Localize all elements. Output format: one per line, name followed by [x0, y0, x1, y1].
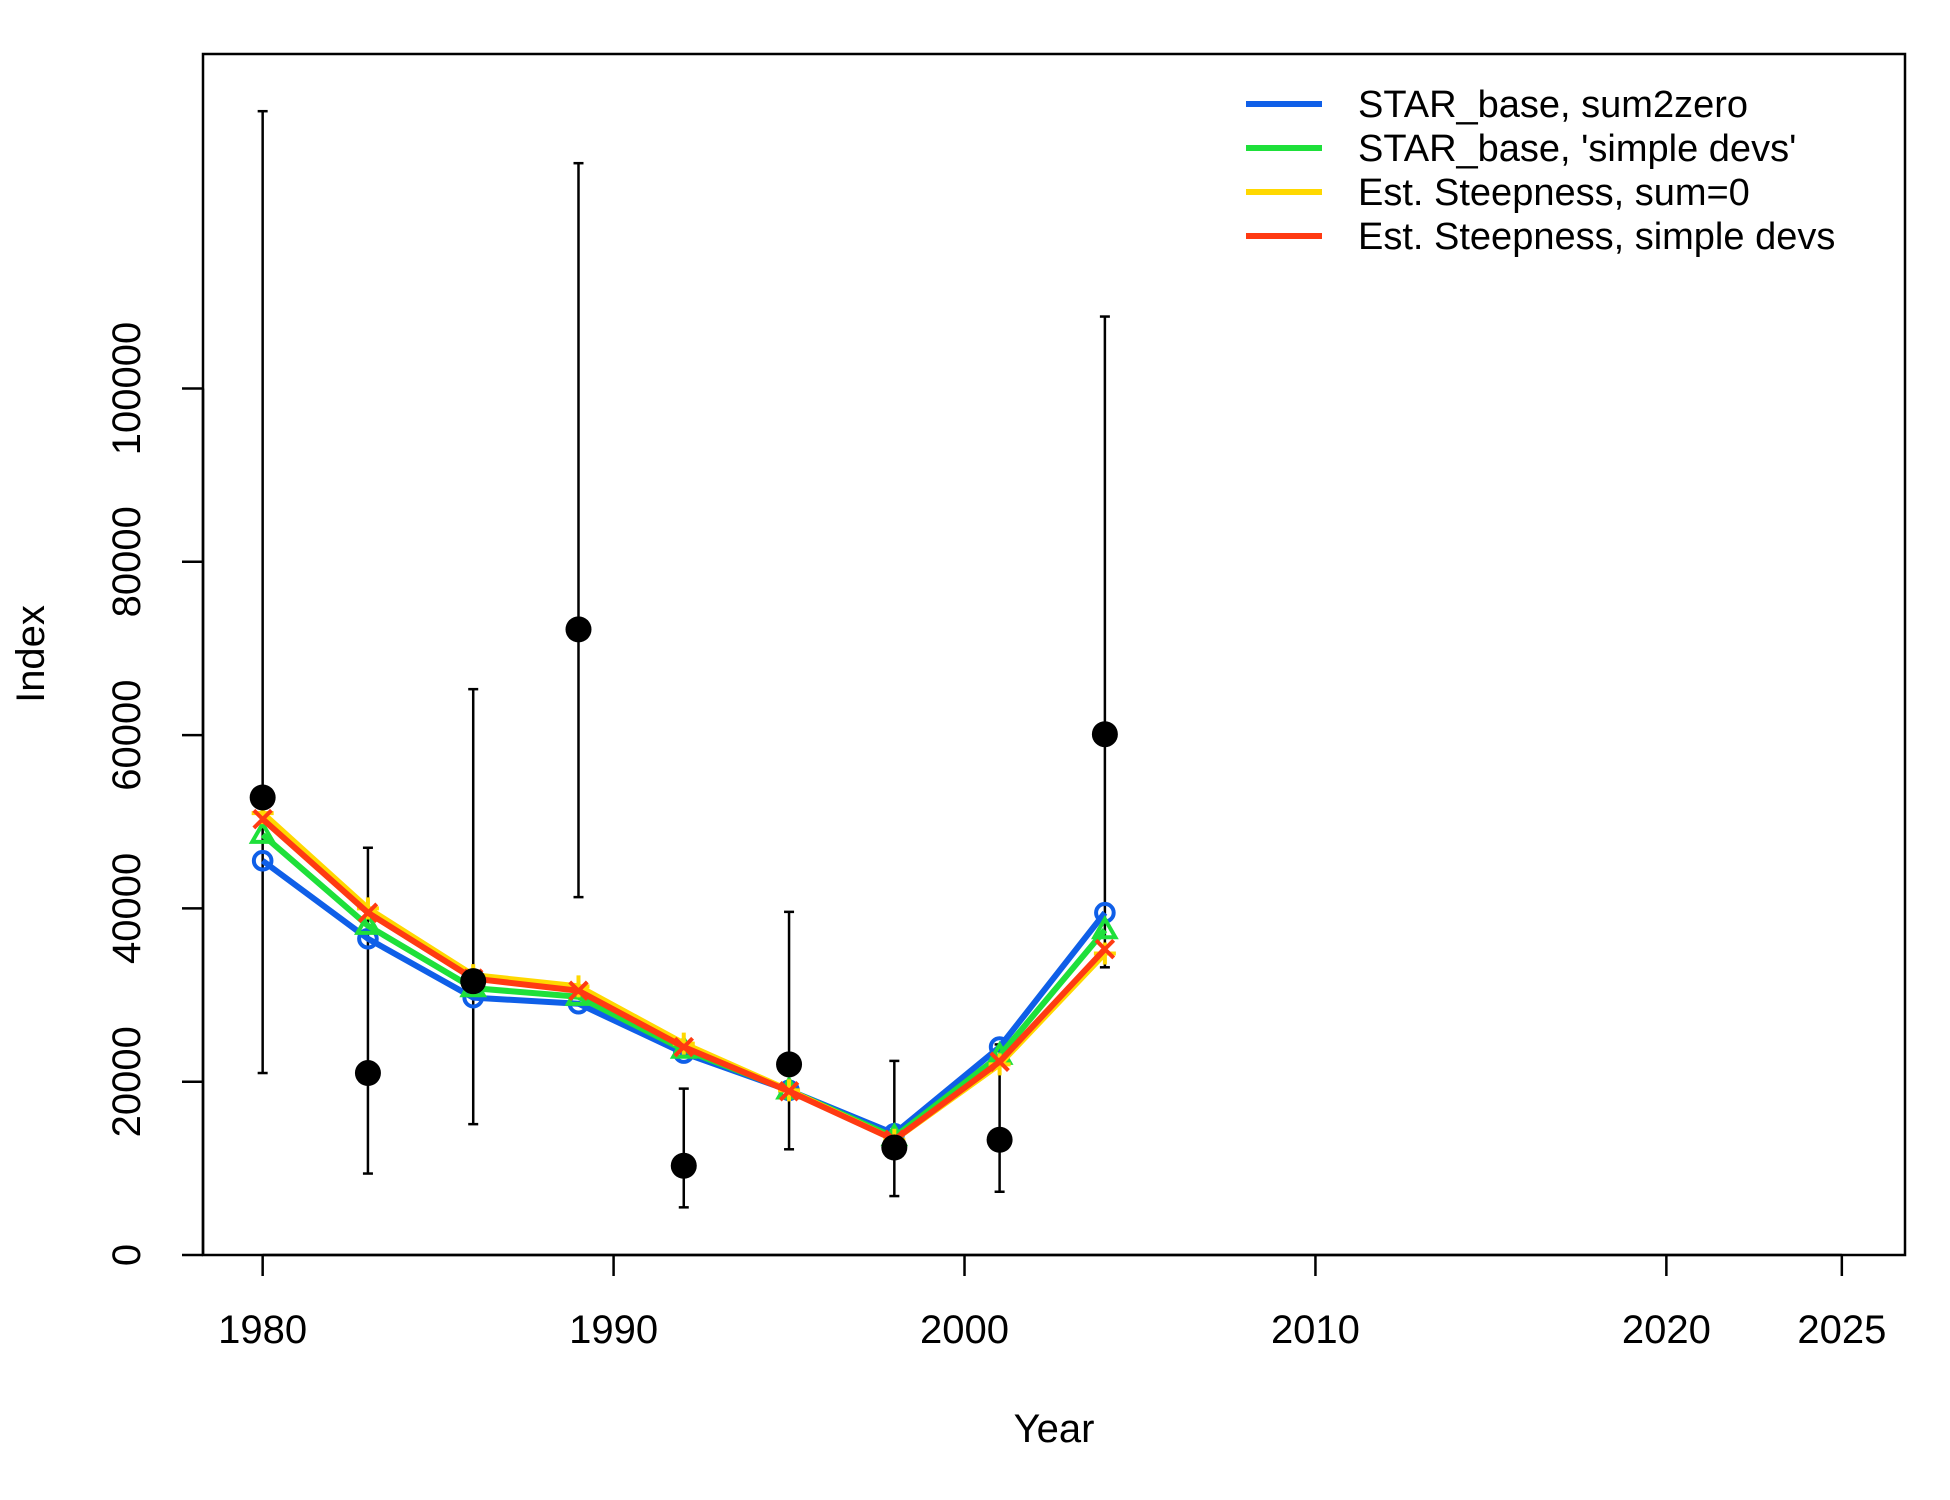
series-marker — [248, 819, 277, 844]
legend-label: STAR_base, sum2zero — [1358, 84, 1748, 126]
series-marker — [354, 910, 382, 935]
series-marker — [357, 927, 379, 950]
x-tick-label: 1980 — [218, 1308, 307, 1352]
x-tick-label: 2025 — [1797, 1308, 1886, 1352]
series-marker — [1090, 915, 1119, 940]
x-tick-label: 2020 — [1622, 1308, 1711, 1352]
x-tick-label: 1990 — [569, 1308, 658, 1352]
series-marker — [357, 902, 379, 923]
series-marker — [989, 1051, 1010, 1072]
observed-point — [1091, 721, 1118, 748]
x-tick-label: 2010 — [1271, 1308, 1360, 1352]
y-tick-label: 0 — [105, 1244, 149, 1266]
y-tick-label: 40000 — [105, 853, 149, 964]
observed-point — [565, 616, 592, 643]
series-layer — [248, 802, 1119, 1151]
y-tick-label: 80000 — [105, 506, 149, 617]
y-tick-label: 60000 — [105, 679, 149, 790]
x-tick-label: 2000 — [920, 1308, 1009, 1352]
observed-point — [354, 1060, 381, 1087]
legend-label: Est. Steepness, sum=0 — [1358, 172, 1750, 214]
observed-point — [460, 968, 487, 995]
x-axis-title: Year — [1014, 1407, 1095, 1451]
series-marker — [1094, 938, 1116, 960]
observed-point — [670, 1152, 697, 1179]
observed-point — [881, 1134, 908, 1161]
x-axis: 1980 1990 2000 2010 2020 2025 — [218, 1253, 1886, 1352]
series-marker — [778, 1081, 800, 1102]
legend-label: Est. Steepness, simple devs — [1358, 216, 1835, 258]
series-marker — [251, 849, 274, 872]
series-marker — [568, 980, 589, 1001]
observed-points — [249, 616, 1118, 1179]
error-bars — [257, 109, 1110, 1209]
observed-point — [776, 1051, 803, 1078]
y-axis: 0 20000 40000 60000 80000 100000 — [105, 322, 205, 1266]
observed-point — [249, 784, 276, 811]
observed-point — [986, 1126, 1013, 1153]
legend-label: STAR_base, 'simple devs' — [1358, 128, 1796, 170]
series-marker — [252, 808, 273, 830]
y-tick-label: 20000 — [105, 1026, 149, 1137]
y-axis-title: Index — [9, 605, 53, 703]
y-tick-label: 100000 — [105, 322, 149, 455]
series-marker — [673, 1036, 694, 1058]
